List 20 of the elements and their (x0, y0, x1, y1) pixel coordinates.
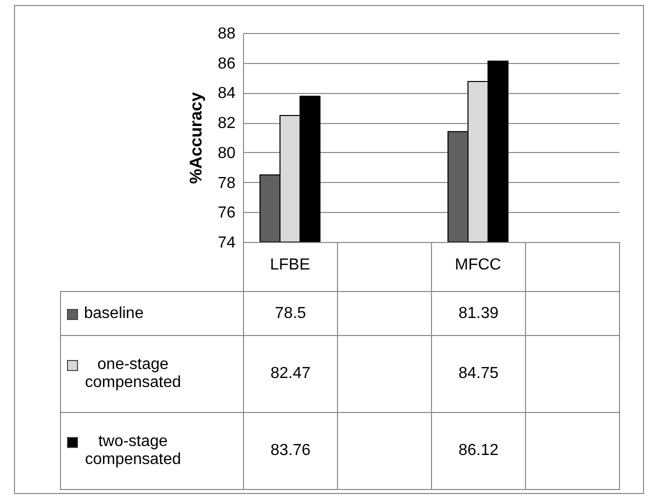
y-tick-label: 74 (218, 234, 236, 252)
y-tick-label: 88 (218, 26, 236, 42)
data-label: 81.39 (432, 292, 526, 336)
y-tick-label: 82 (218, 115, 236, 132)
legend-label: two-stage compensated (84, 433, 182, 469)
y-tick-label: 86 (218, 55, 236, 72)
y-tick-label: 76 (218, 204, 236, 222)
y-tick-label: 84 (218, 85, 236, 102)
data-label: 82.47 (244, 336, 338, 412)
x-tick-label: MFCC (454, 256, 502, 274)
data-label: 86.12 (432, 412, 526, 490)
y-axis-title: %Accuracy (186, 92, 206, 184)
y-tick-label: 80 (218, 144, 236, 162)
data-label: 83.76 (244, 412, 338, 490)
data-label: 84.75 (432, 336, 526, 412)
y-tick-label: 78 (218, 174, 236, 192)
legend-label: baseline (84, 304, 144, 322)
data-label: 78.5 (244, 292, 338, 336)
x-tick-label: LFBE (270, 256, 310, 274)
legend-label: one-stage compensated (84, 356, 182, 392)
